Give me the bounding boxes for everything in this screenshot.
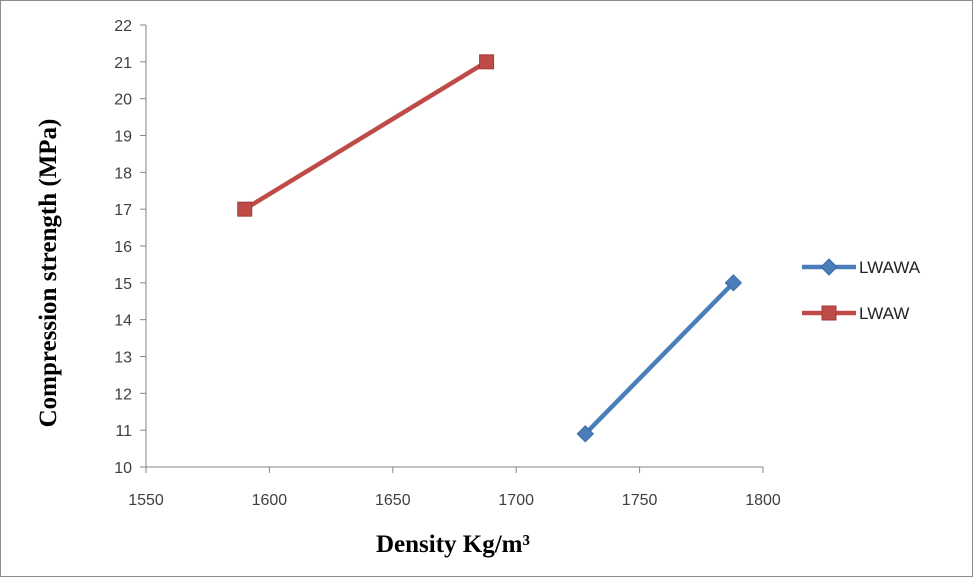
legend-marker (821, 305, 837, 321)
data-point (576, 425, 595, 443)
series-line (243, 59, 488, 212)
y-tick-label: 20 (114, 92, 132, 109)
legend-item: LWAW (802, 304, 909, 323)
legend-label: LWAW (859, 304, 909, 323)
y-tick-label: 14 (114, 313, 132, 330)
y-tick-label: 19 (114, 129, 132, 146)
y-tick-label: 17 (114, 202, 132, 219)
y-tick-label: 12 (114, 386, 132, 403)
x-tick-label: 1550 (128, 492, 164, 509)
y-tick-label: 18 (114, 165, 132, 182)
axes: 10 11 12 13 14 15 16 17 18 19 20 21 22 1550 1600 1650 17… (114, 18, 781, 509)
x-tick-label: 1650 (375, 492, 411, 509)
y-axis-title: Compression strength (MPa) (35, 119, 62, 428)
data-point (237, 201, 253, 217)
y-tick-label: 22 (114, 18, 132, 35)
legend-label: LWAWA (859, 258, 921, 277)
y-tick-label: 16 (114, 239, 132, 256)
y-tick-label: 10 (114, 460, 132, 477)
legend-marker (820, 258, 838, 276)
series-lwaw (237, 54, 495, 217)
x-tick-label: 1750 (622, 492, 658, 509)
y-tick-label: 15 (114, 276, 132, 293)
y-tick-label: 21 (114, 55, 132, 72)
y-tick-label: 13 (114, 350, 132, 367)
y-tick-label: 11 (115, 423, 132, 440)
x-tick-label: 1600 (252, 492, 288, 509)
series-lwawa (576, 274, 743, 443)
series-line (583, 281, 735, 436)
x-axis-title: Density Kg/m³ (376, 531, 530, 558)
series-layer (237, 54, 743, 443)
x-tick-label: 1800 (745, 492, 781, 509)
x-tick-label: 1700 (498, 492, 534, 509)
data-point (724, 274, 743, 292)
data-point (479, 54, 495, 70)
legend-item: LWAWA (802, 258, 921, 277)
legend: LWAWA LWAW (802, 258, 921, 323)
